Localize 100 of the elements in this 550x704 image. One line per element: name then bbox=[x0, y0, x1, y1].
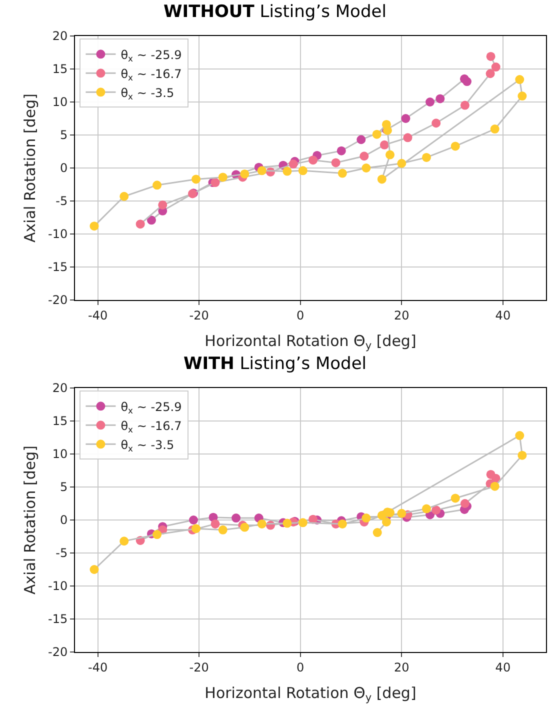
legend-label: θ$_{x}$ ~ -3.5 bbox=[120, 86, 174, 102]
y-tick-label: 0 bbox=[60, 513, 68, 528]
point bbox=[382, 517, 391, 526]
point bbox=[422, 152, 431, 162]
y-tick-label: 5 bbox=[60, 480, 68, 494]
legend-label: θ$_{x}$ ~ -3.5 bbox=[120, 438, 174, 454]
point bbox=[257, 166, 266, 176]
point bbox=[338, 168, 347, 178]
point bbox=[218, 525, 228, 534]
point bbox=[377, 174, 386, 184]
point bbox=[136, 220, 145, 229]
point bbox=[152, 530, 162, 540]
y-tick-label: -10 bbox=[48, 579, 68, 594]
point bbox=[240, 169, 250, 178]
point bbox=[518, 450, 527, 460]
y-tick-label: -20 bbox=[48, 293, 68, 308]
point bbox=[288, 160, 298, 169]
point bbox=[282, 166, 292, 176]
point bbox=[382, 120, 391, 129]
point bbox=[422, 504, 431, 514]
point bbox=[426, 98, 435, 106]
point bbox=[486, 52, 496, 61]
point bbox=[490, 124, 500, 134]
point bbox=[432, 118, 441, 128]
x-axis-title: Horizontal Rotation Θ$_{y}$ [deg] bbox=[204, 332, 416, 352]
x-tick-label: 20 bbox=[394, 660, 410, 674]
y-tick-label: 15 bbox=[52, 414, 68, 428]
x-tick-label: 40 bbox=[495, 660, 511, 674]
point bbox=[403, 133, 412, 142]
legend-label: θ$_{x}$ ~ -16.7 bbox=[120, 66, 182, 82]
x-tick-label: -20 bbox=[189, 308, 209, 322]
point bbox=[336, 146, 346, 156]
point bbox=[515, 431, 524, 440]
point bbox=[397, 158, 406, 168]
point bbox=[372, 528, 382, 538]
point bbox=[120, 536, 129, 546]
point bbox=[486, 69, 495, 78]
point bbox=[515, 75, 524, 84]
point bbox=[386, 150, 395, 160]
point bbox=[158, 200, 168, 210]
point bbox=[298, 518, 308, 528]
y-tick-label: -5 bbox=[56, 546, 68, 560]
y-tick-label: -15 bbox=[48, 612, 68, 626]
point bbox=[210, 178, 220, 188]
point bbox=[372, 130, 382, 139]
point bbox=[338, 519, 347, 528]
y-tick-label: 5 bbox=[60, 128, 68, 142]
point bbox=[218, 172, 228, 182]
y-tick-label: 20 bbox=[52, 29, 68, 44]
point bbox=[282, 518, 292, 528]
point bbox=[397, 508, 406, 518]
x-tick-label: 0 bbox=[296, 660, 304, 674]
point bbox=[436, 94, 445, 104]
point bbox=[298, 166, 308, 176]
point bbox=[362, 164, 371, 172]
y-tick-label: -10 bbox=[48, 227, 68, 242]
x-tick-label: 20 bbox=[394, 308, 410, 322]
y-tick-label: -15 bbox=[48, 260, 68, 274]
legend-label: θ$_{x}$ ~ -25.9 bbox=[120, 400, 182, 416]
point bbox=[462, 77, 472, 86]
x-tick-label: -40 bbox=[88, 660, 108, 674]
point bbox=[152, 180, 162, 190]
point bbox=[308, 156, 318, 165]
x-tick-label: -40 bbox=[88, 308, 108, 322]
x-axis-title: Horizontal Rotation Θ$_{y}$ [deg] bbox=[204, 684, 416, 704]
point bbox=[146, 216, 156, 225]
legend-label: θ$_{x}$ ~ -25.9 bbox=[120, 48, 182, 64]
y-tick-label: 0 bbox=[60, 161, 68, 176]
chart-title: WITH Listing’s Model bbox=[183, 354, 367, 374]
point bbox=[380, 140, 389, 150]
point bbox=[120, 192, 129, 201]
y-tick-label: 15 bbox=[52, 62, 68, 76]
point bbox=[331, 158, 340, 168]
point bbox=[232, 514, 241, 523]
point bbox=[362, 514, 371, 523]
y-axis-title: Axial Rotation [deg] bbox=[21, 94, 39, 242]
point bbox=[518, 92, 527, 101]
point bbox=[90, 222, 99, 231]
y-tick-label: -20 bbox=[48, 645, 68, 660]
x-tick-label: 0 bbox=[296, 308, 304, 322]
point bbox=[450, 494, 460, 503]
point bbox=[460, 100, 470, 110]
legend-label: θ$_{x}$ ~ -16.7 bbox=[120, 418, 182, 434]
point bbox=[257, 519, 266, 528]
point bbox=[192, 524, 201, 534]
point bbox=[491, 62, 500, 72]
point bbox=[490, 482, 500, 491]
chart-title: WITHOUT Listing’s Model bbox=[164, 2, 386, 22]
point bbox=[360, 152, 369, 161]
point bbox=[460, 499, 470, 508]
point bbox=[356, 135, 366, 144]
point bbox=[210, 519, 220, 528]
point bbox=[450, 142, 460, 151]
point bbox=[486, 470, 496, 479]
y-tick-label: 10 bbox=[52, 95, 68, 110]
point bbox=[432, 506, 441, 515]
y-axis-title: Axial Rotation [deg] bbox=[21, 446, 39, 594]
point bbox=[192, 174, 201, 184]
y-tick-label: 20 bbox=[52, 381, 68, 396]
x-tick-label: 40 bbox=[495, 308, 511, 322]
